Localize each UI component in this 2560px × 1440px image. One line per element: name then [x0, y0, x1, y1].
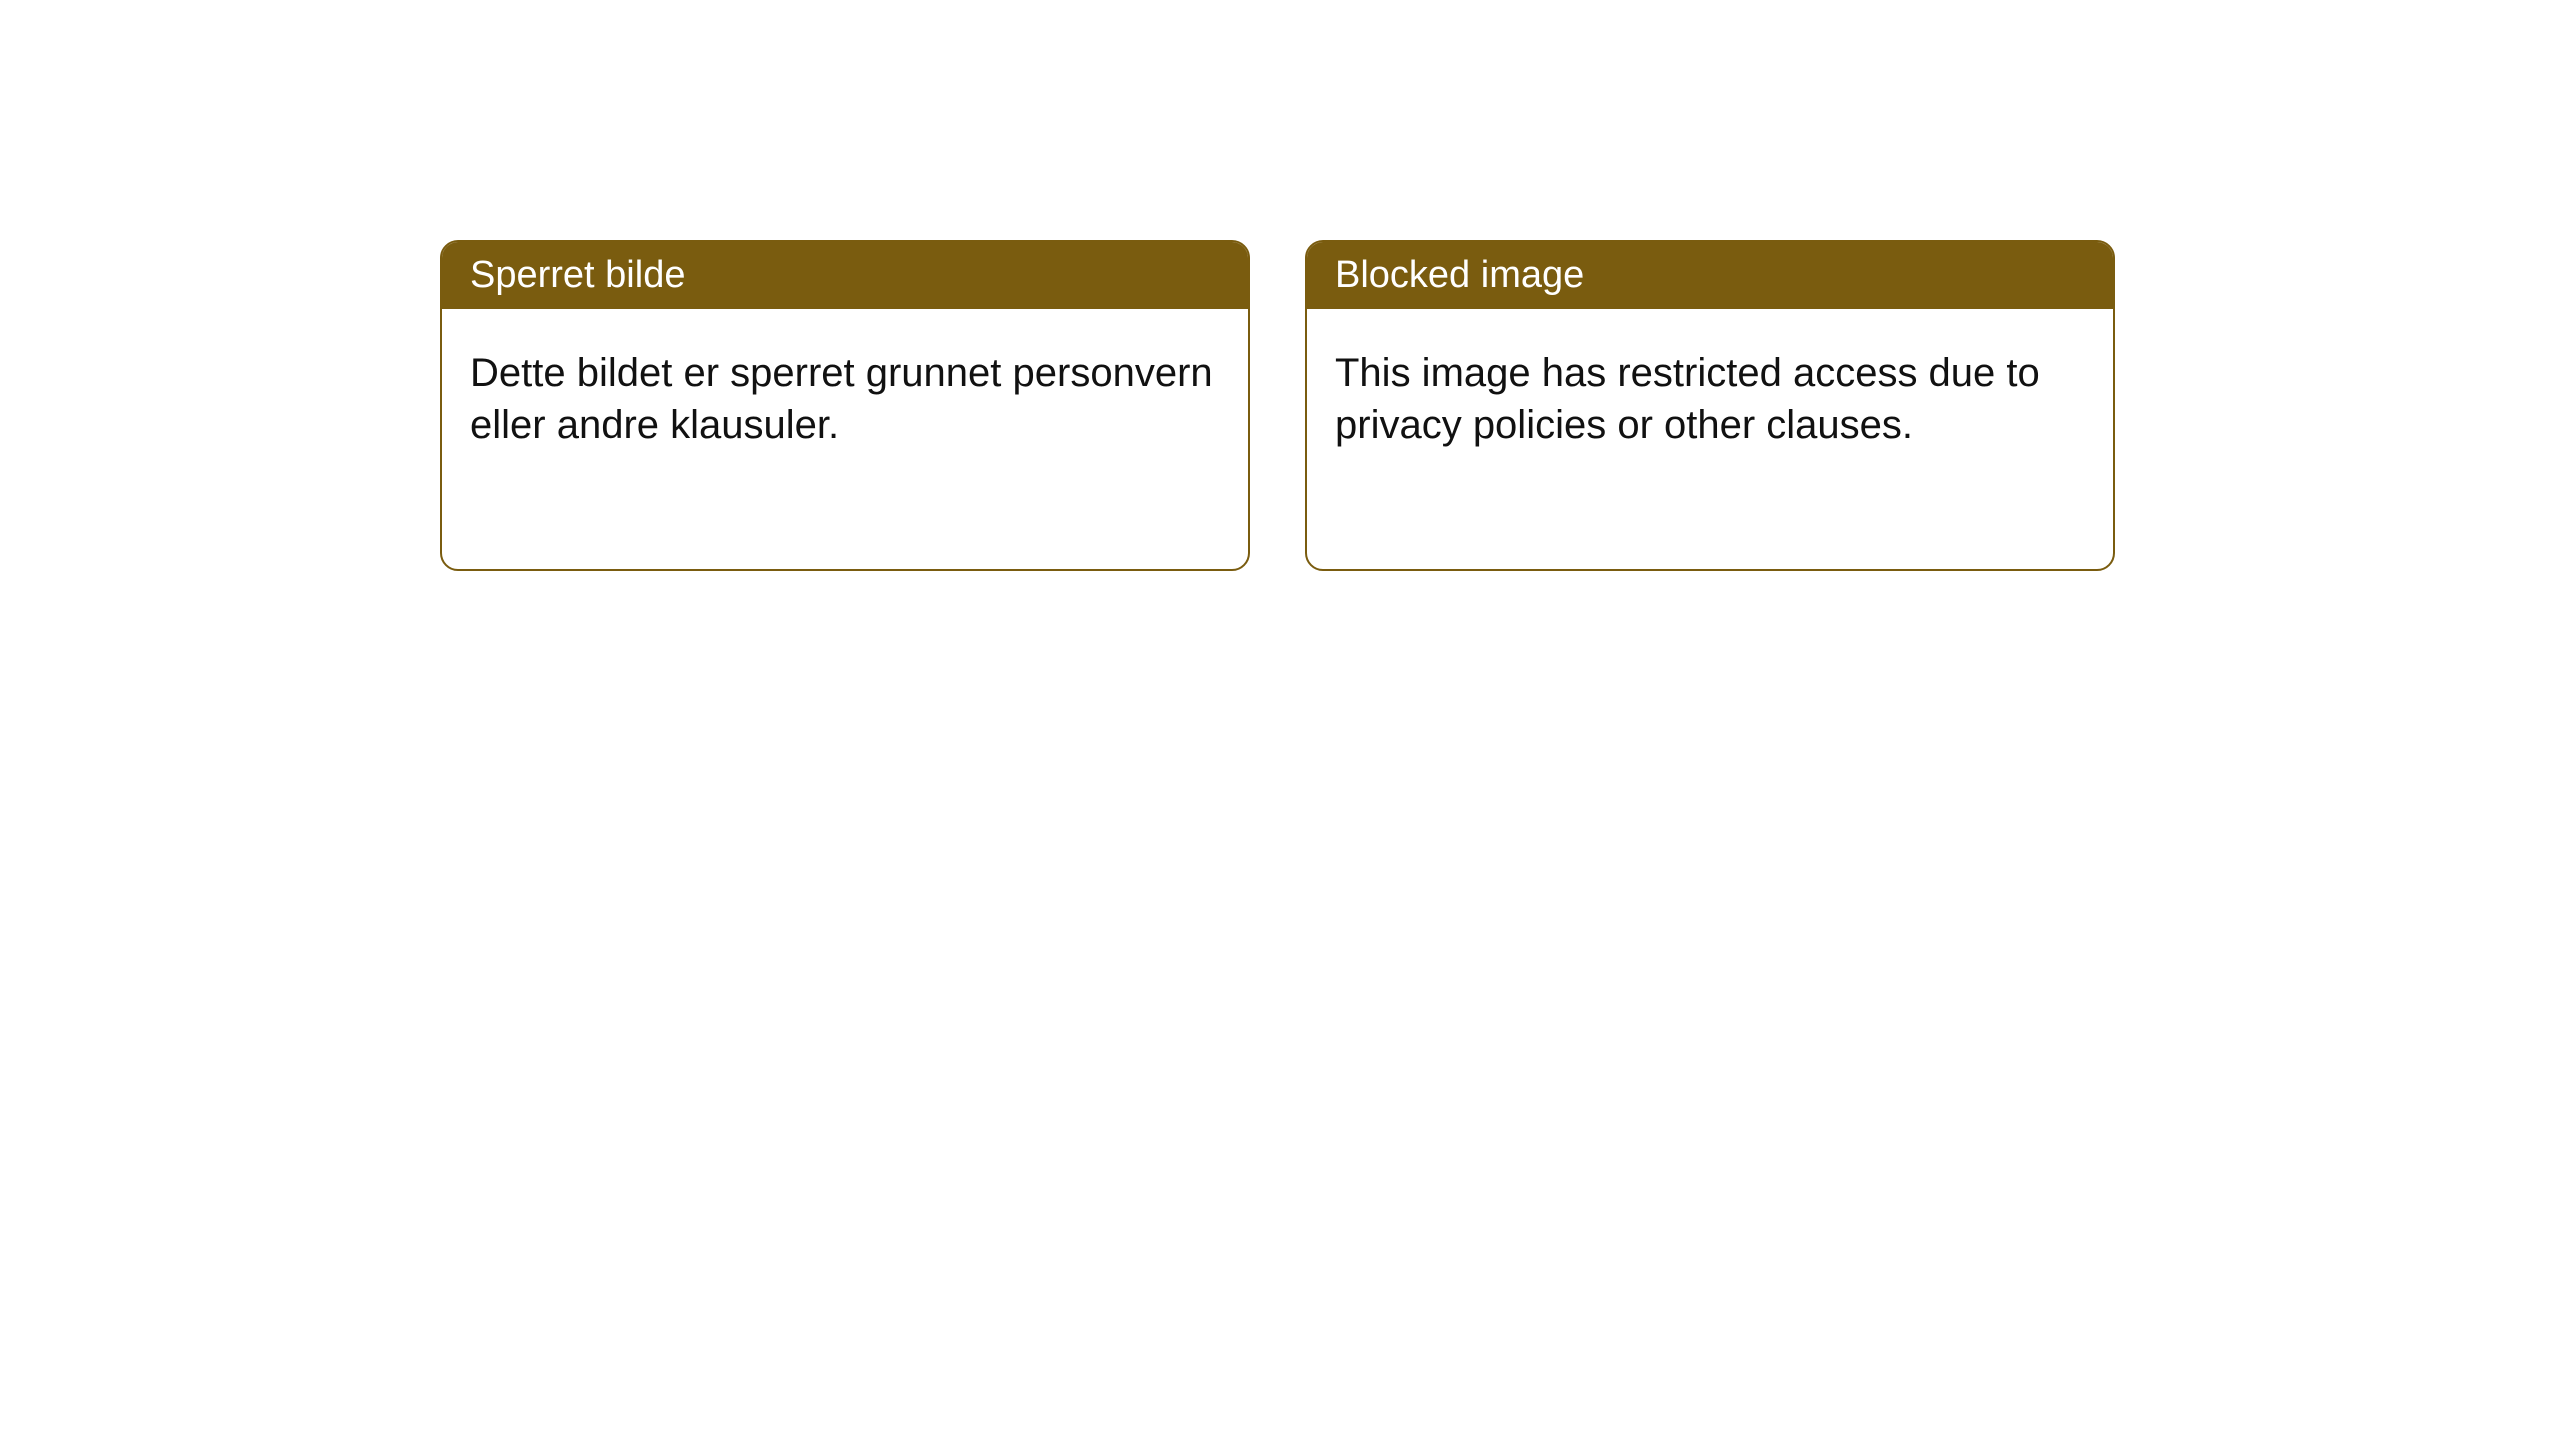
notice-card-norwegian: Sperret bilde Dette bildet er sperret gr… [440, 240, 1250, 571]
notice-body-norwegian: Dette bildet er sperret grunnet personve… [442, 309, 1248, 569]
notice-container: Sperret bilde Dette bildet er sperret gr… [440, 240, 2115, 571]
notice-body-english: This image has restricted access due to … [1307, 309, 2113, 569]
notice-header-norwegian: Sperret bilde [442, 242, 1248, 309]
notice-card-english: Blocked image This image has restricted … [1305, 240, 2115, 571]
notice-header-english: Blocked image [1307, 242, 2113, 309]
